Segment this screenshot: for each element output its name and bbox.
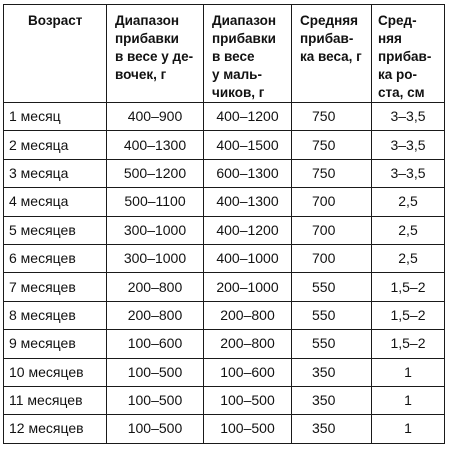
growth-table: Возраст Диапазон прибавки в весе у де- в…: [3, 4, 445, 444]
avg-weight-cell: 550: [291, 300, 372, 331]
header-line: в весе у де-: [115, 49, 194, 64]
boys-range-cell: 200–800: [203, 329, 292, 359]
girls-range-cell: 200–800: [106, 300, 204, 331]
header-row: Возраст Диапазон прибавки в весе у де- в…: [3, 4, 445, 103]
table-row: 1 месяц 400–900 400–1200 750 3–3,5: [3, 101, 445, 132]
avg-height-cell: 1: [371, 385, 445, 416]
girls-range-cell: 500–1100: [106, 187, 204, 217]
header-line: ста, см: [378, 85, 425, 100]
avg-weight-cell: 550: [291, 329, 372, 359]
avg-weight-cell: 350: [291, 357, 372, 387]
avg-height-cell: 2,5: [371, 187, 445, 217]
avg-height-cell: 3–3,5: [371, 130, 445, 160]
boys-range-cell: 200–1000: [203, 272, 292, 302]
avg-height-cell: 3–3,5: [371, 101, 445, 132]
avg-height-cell: 2,5: [371, 215, 445, 245]
avg-weight-cell: 700: [291, 187, 372, 217]
avg-weight-cell: 750: [291, 101, 372, 132]
header-avg-weight: Средняя прибав- ка веса, г: [291, 4, 372, 103]
avg-height-cell: 2,5: [371, 243, 445, 274]
girls-range-cell: 200–800: [106, 272, 204, 302]
boys-range-cell: 400–1200: [203, 101, 292, 132]
girls-range-cell: 100–500: [106, 357, 204, 387]
header-boys-range: Диапазон прибавки в весе у маль- чиков, …: [203, 4, 292, 103]
age-cell: 7 месяцев: [3, 272, 107, 302]
girls-range-cell: 500–1200: [106, 158, 204, 189]
boys-range-cell: 400–1500: [203, 130, 292, 160]
age-cell: 9 месяцев: [3, 329, 107, 359]
table-row: 8 месяцев 200–800 200–800 550 1,5–2: [3, 300, 445, 331]
age-cell: 5 месяцев: [3, 215, 107, 245]
age-cell: 1 месяц: [3, 101, 107, 132]
avg-height-cell: 1,5–2: [371, 300, 445, 331]
age-cell: 11 месяцев: [3, 385, 107, 416]
header-line: прибав-: [378, 49, 432, 64]
girls-range-cell: 400–900: [106, 101, 204, 132]
header-line: прибав-: [300, 31, 354, 46]
table-row: 3 месяца 500–1200 600–1300 750 3–3,5: [3, 158, 445, 189]
avg-weight-cell: 350: [291, 385, 372, 416]
avg-height-cell: 1,5–2: [371, 329, 445, 359]
age-cell: 3 месяца: [3, 158, 107, 189]
header-line: у маль-: [212, 67, 262, 82]
avg-height-cell: 1: [371, 357, 445, 387]
table-row: 11 месяцев 100–500 100–500 350 1: [3, 385, 445, 416]
header-line: в весе: [212, 49, 255, 64]
avg-height-cell: 3–3,5: [371, 158, 445, 189]
table-row: 9 месяцев 100–600 200–800 550 1,5–2: [3, 329, 445, 359]
header-line: Диапазон: [212, 13, 277, 28]
table-row: 12 месяцев 100–500 100–500 350 1: [3, 414, 445, 444]
boys-range-cell: 200–800: [203, 300, 292, 331]
boys-range-cell: 100–500: [203, 385, 292, 416]
table-row: 2 месяца 400–1300 400–1500 750 3–3,5: [3, 130, 445, 160]
girls-range-cell: 100–600: [106, 329, 204, 359]
girls-range-cell: 400–1300: [106, 130, 204, 160]
girls-range-cell: 300–1000: [106, 215, 204, 245]
boys-range-cell: 600–1300: [203, 158, 292, 189]
age-cell: 8 месяцев: [3, 300, 107, 331]
header-line: ка веса, г: [300, 49, 362, 64]
age-cell: 4 месяца: [3, 187, 107, 217]
header-girls-range: Диапазон прибавки в весе у де- вочек, г: [106, 4, 204, 103]
header-line: прибавки: [115, 31, 179, 46]
avg-weight-cell: 750: [291, 130, 372, 160]
age-cell: 12 месяцев: [3, 414, 107, 444]
header-line: вочек, г: [115, 67, 167, 82]
avg-weight-cell: 700: [291, 243, 372, 274]
girls-range-cell: 300–1000: [106, 243, 204, 274]
table-row: 10 месяцев 100–500 100–600 350 1: [3, 357, 445, 387]
girls-range-cell: 100–500: [106, 385, 204, 416]
avg-height-cell: 1,5–2: [371, 272, 445, 302]
boys-range-cell: 400–1300: [203, 187, 292, 217]
header-line: Возраст: [28, 13, 83, 28]
boys-range-cell: 400–1000: [203, 243, 292, 274]
age-cell: 2 месяца: [3, 130, 107, 160]
boys-range-cell: 400–1200: [203, 215, 292, 245]
avg-weight-cell: 700: [291, 215, 372, 245]
age-cell: 6 месяцев: [3, 243, 107, 274]
age-cell: 10 месяцев: [3, 357, 107, 387]
header-line: няя: [378, 31, 402, 46]
avg-weight-cell: 550: [291, 272, 372, 302]
header-avg-height: Сред- няя прибав- ка ро- ста, см: [371, 4, 445, 103]
header-line: ка ро-: [378, 67, 418, 82]
table-row: 6 месяцев 300–1000 400–1000 700 2,5: [3, 243, 445, 274]
boys-range-cell: 100–600: [203, 357, 292, 387]
avg-weight-cell: 750: [291, 158, 372, 189]
header-age: Возраст: [3, 4, 107, 103]
header-line: Сред-: [378, 13, 417, 28]
girls-range-cell: 100–500: [106, 414, 204, 444]
table-row: 7 месяцев 200–800 200–1000 550 1,5–2: [3, 272, 445, 302]
avg-weight-cell: 350: [291, 414, 372, 444]
table-row: 5 месяцев 300–1000 400–1200 700 2,5: [3, 215, 445, 245]
header-line: Средняя: [300, 13, 358, 28]
boys-range-cell: 100–500: [203, 414, 292, 444]
header-line: прибавки: [212, 31, 276, 46]
table-row: 4 месяца 500–1100 400–1300 700 2,5: [3, 187, 445, 217]
header-line: чиков, г: [212, 85, 265, 100]
avg-height-cell: 1: [371, 414, 445, 444]
header-line: Диапазон: [115, 13, 180, 28]
